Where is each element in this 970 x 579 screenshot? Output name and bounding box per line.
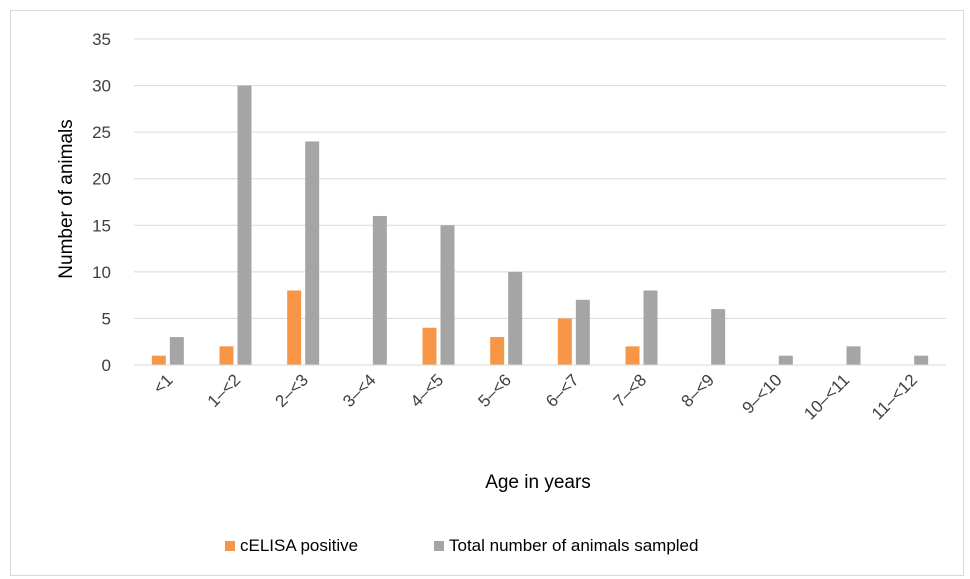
x-tick-label: 7‒<8 (610, 370, 651, 411)
bar-total-sampled-10 (846, 346, 861, 365)
y-tick-label: 5 (102, 309, 111, 328)
gridlines (134, 38, 946, 319)
bar-celisa-positive-0 (151, 355, 166, 365)
x-tick-label: 3‒<4 (339, 370, 380, 411)
bar-total-sampled-9 (778, 355, 793, 365)
legend-label-celisa: cELISA positive (240, 536, 358, 555)
x-tick-label: 1‒<2 (204, 370, 245, 411)
x-tick-label: 5‒<6 (474, 370, 515, 411)
x-tick-label: 9‒<10 (738, 370, 785, 417)
chart-frame (10, 10, 964, 576)
x-tick-label: <1 (150, 370, 177, 397)
y-tick-labels: 0 5 10 15 20 25 30 35 (92, 30, 111, 375)
y-tick-label: 15 (92, 216, 111, 235)
legend: cELISA positive Total number of animals … (225, 536, 698, 555)
x-tick-label: 8‒<9 (677, 370, 718, 411)
x-tick-label: 6‒<7 (542, 370, 583, 411)
bar-total-sampled-4 (440, 225, 455, 365)
y-tick-label: 20 (92, 170, 111, 189)
x-tick-label: 4‒<5 (407, 370, 448, 411)
bar-total-sampled-2 (305, 141, 320, 365)
y-tick-label: 10 (92, 263, 111, 282)
y-axis-title: Number of animals (56, 119, 77, 278)
bar-total-sampled-7 (643, 290, 658, 365)
x-tick-label: 2‒<3 (271, 370, 312, 411)
bar-total-sampled-6 (575, 299, 590, 365)
bar-total-sampled-1 (237, 85, 252, 366)
x-tick-labels: <1 1‒<2 2‒<3 3‒<4 4‒<5 5‒<6 6‒<7 7‒<8 8‒<9 9‒<10 1… (150, 370, 921, 423)
legend-swatch-total (434, 541, 444, 551)
x-tick-label: 11‒<12 (868, 370, 921, 423)
y-tick-label: 25 (92, 123, 111, 142)
bars (151, 85, 929, 366)
bar-celisa-positive-7 (625, 346, 640, 365)
bar-celisa-positive-6 (557, 318, 572, 365)
y-tick-label: 35 (92, 30, 111, 49)
bar-total-sampled-11 (914, 355, 929, 365)
y-tick-label: 30 (92, 77, 111, 96)
bar-celisa-positive-4 (422, 327, 437, 365)
y-tick-label: 0 (102, 356, 111, 375)
bar-total-sampled-8 (711, 309, 726, 365)
x-tick-label: 10‒<11 (800, 370, 853, 423)
legend-label-total: Total number of animals sampled (449, 536, 698, 555)
bar-total-sampled-3 (372, 215, 387, 365)
bar-celisa-positive-2 (287, 290, 302, 365)
bar-celisa-positive-5 (490, 337, 505, 365)
legend-swatch-celisa (225, 541, 235, 551)
bar-total-sampled-5 (508, 271, 523, 365)
x-axis-title: Age in years (485, 472, 591, 493)
bar-total-sampled-0 (169, 337, 184, 365)
bar-celisa-positive-1 (219, 346, 234, 365)
